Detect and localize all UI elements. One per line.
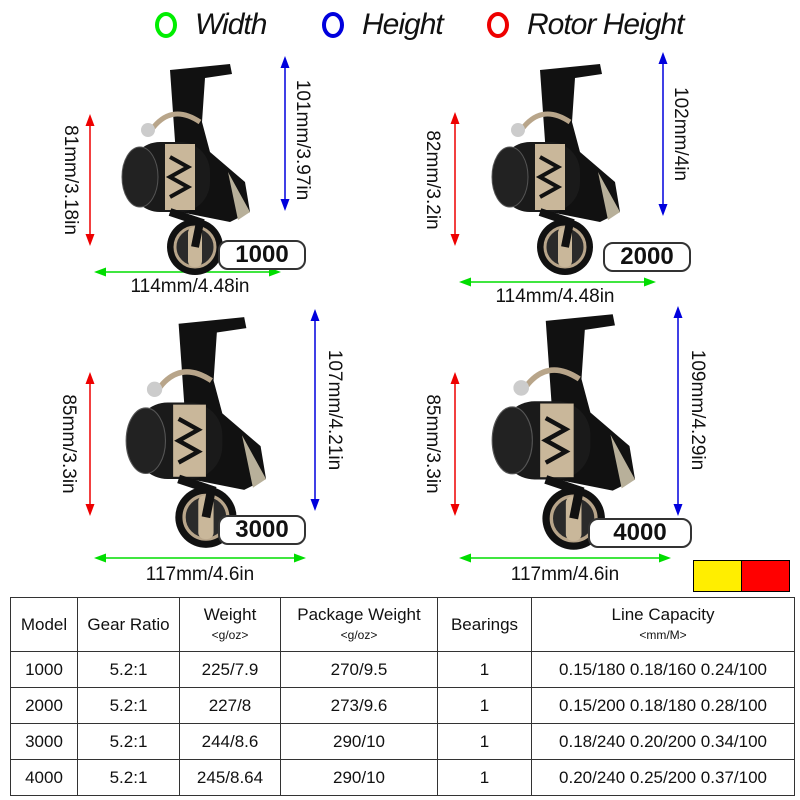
height-label: 101mm/3.97in [292,79,313,201]
cell-package-weight: 270/9.5 [280,651,438,688]
cell-weight: 245/8.64 [179,759,281,796]
table-row: 4000 5.2:1 245/8.64 290/10 1 0.20/240 0.25/20… [10,759,795,796]
table-row: 3000 5.2:1 244/8.6 290/10 1 0.18/240 0.20/200… [10,723,795,760]
model-badge: 2000 [603,242,691,272]
cell-package-weight: 273/9.6 [280,687,438,724]
width-label: 117mm/4.6in [145,564,255,585]
cell-weight: 244/8.6 [179,723,281,760]
color-swatch-red [741,560,790,592]
cell-line-capacity: 0.15/200 0.18/180 0.28/100 [531,687,795,724]
cell-line-capacity: 0.18/240 0.20/200 0.34/100 [531,723,795,760]
model-badge: 4000 [588,518,692,548]
cell-bearings: 1 [437,651,532,688]
cell-gear-ratio: 5.2:1 [77,723,180,760]
color-swatch-yellow [693,560,742,592]
red-circle-icon [487,12,509,38]
width-label: 114mm/4.48in [495,286,615,307]
green-circle-icon [155,12,177,38]
cell-gear-ratio: 5.2:1 [77,759,180,796]
cell-bearings: 1 [437,723,532,760]
height-label: 107mm/4.21in [324,349,345,471]
table-row: 2000 5.2:1 227/8 273/9.6 1 0.15/200 0.18/180 … [10,687,795,724]
cell-line-capacity: 0.15/180 0.18/160 0.24/100 [531,651,795,688]
reel-image-4000 [460,312,665,552]
height-label: 102mm/4in [670,87,691,181]
blue-circle-icon [322,12,344,38]
width-label: 114mm/4.48in [130,276,250,297]
legend-label: Height [362,8,444,41]
table-header-row: Model Gear Ratio Weight <g/oz> Package We… [10,597,795,652]
width-label: 117mm/4.6in [510,564,620,585]
cell-gear-ratio: 5.2:1 [77,651,180,688]
rotor-height-label: 82mm/3.2in [422,130,443,230]
rotor-height-label: 85mm/3.3in [422,394,443,494]
cell-bearings: 1 [437,759,532,796]
cell-bearings: 1 [437,687,532,724]
legend-label: Width [195,8,267,41]
cell-gear-ratio: 5.2:1 [77,687,180,724]
header-line-capacity: Line Capacity <mm/M> [531,597,795,652]
header-gear-ratio: Gear Ratio [77,597,180,652]
spec-table: Model Gear Ratio Weight <g/oz> Package We… [10,597,795,796]
cell-model: 4000 [10,759,78,796]
header-weight: Weight <g/oz> [179,597,281,652]
header-bearings: Bearings [437,597,532,652]
cell-model: 2000 [10,687,78,724]
table-row: 1000 5.2:1 225/7.9 270/9.5 1 0.15/180 0.18/16… [10,651,795,688]
model-badge: 1000 [218,240,306,270]
cell-package-weight: 290/10 [280,759,438,796]
cell-line-capacity: 0.20/240 0.25/200 0.37/100 [531,759,795,796]
cell-model: 1000 [10,651,78,688]
cell-weight: 227/8 [179,687,281,724]
header-model: Model [10,597,78,652]
cell-package-weight: 290/10 [280,723,438,760]
legend-rotor-height: Rotor Height [487,8,684,42]
dimension-arrows [85,52,683,563]
rotor-height-label: 85mm/3.3in [58,394,79,494]
cell-weight: 225/7.9 [179,651,281,688]
cell-model: 3000 [10,723,78,760]
height-label: 109mm/4.29in [687,349,708,471]
legend-label: Rotor Height [527,8,684,41]
legend-height: Height [322,8,444,42]
legend-width: Width [155,8,267,42]
header-package-weight: Package Weight <g/oz> [280,597,438,652]
rotor-height-label: 81mm/3.18in [60,125,81,235]
model-badge: 3000 [218,515,306,545]
